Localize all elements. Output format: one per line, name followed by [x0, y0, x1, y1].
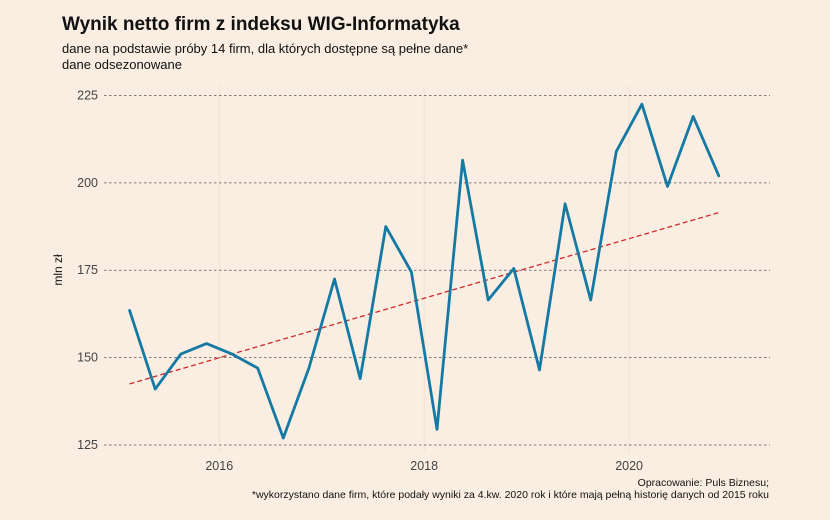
data-point [538, 368, 541, 372]
data-point [563, 202, 567, 206]
data-point [256, 366, 259, 370]
data-point [282, 436, 285, 440]
data-point [691, 115, 695, 118]
data-point [333, 277, 336, 281]
data-point [435, 428, 439, 431]
x-tick-label: 2016 [205, 459, 233, 473]
data-point [205, 342, 208, 345]
data-point [307, 366, 311, 370]
data-point [666, 185, 669, 188]
data-point [358, 377, 362, 380]
data-point [179, 352, 183, 356]
y-tick-label: 225 [77, 88, 98, 102]
y-tick-label: 150 [77, 351, 98, 365]
data-point [512, 267, 516, 270]
subtitle-line-2: dane odsezonowane [62, 57, 182, 72]
data-point [410, 270, 413, 274]
trend-line [129, 211, 719, 385]
series-line [128, 102, 721, 440]
data-point [461, 158, 464, 162]
data-point [487, 298, 490, 302]
data-point [615, 150, 618, 153]
x-tick-label: 2020 [615, 459, 643, 473]
y-tick-label: 125 [77, 438, 98, 452]
chart-title: Wynik netto firm z indeksu WIG-Informaty… [62, 14, 460, 35]
data-point [384, 225, 387, 228]
caption-footnote: *wykorzystano dane firm, które podały wy… [251, 489, 769, 501]
data-point [717, 174, 720, 178]
data-point [230, 352, 234, 356]
y-axis-label: mln zł [51, 254, 65, 286]
y-tick-label: 200 [77, 176, 98, 190]
subtitle-line-1: dane na podstawie próby 14 firm, dla któ… [62, 41, 469, 56]
y-tick-label: 175 [77, 263, 98, 277]
data-point [128, 309, 131, 312]
chart-subtitle: dane na podstawie próby 14 firm, dla któ… [62, 41, 622, 73]
data-point [589, 298, 592, 302]
data-point [154, 387, 157, 391]
caption-source: Opracowanie: Puls Biznesu; [637, 477, 769, 489]
x-tick-label: 2018 [410, 459, 438, 473]
data-point [640, 103, 644, 106]
